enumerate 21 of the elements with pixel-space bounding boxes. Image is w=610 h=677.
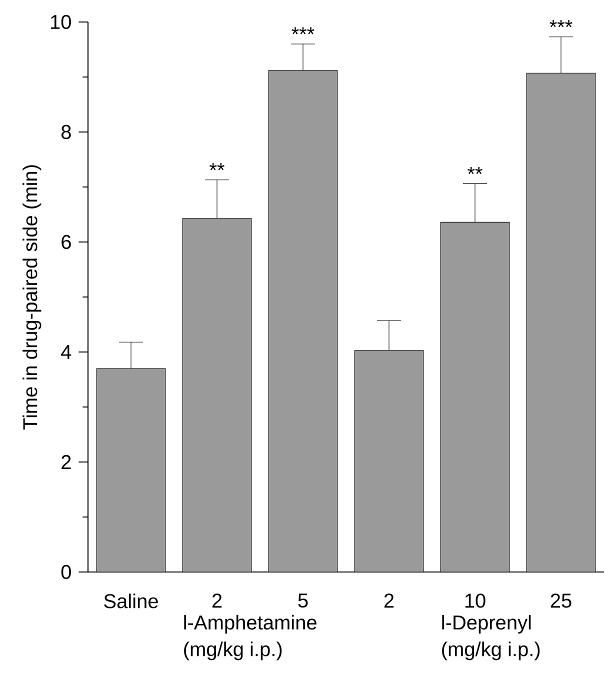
y-tick-label: 2	[62, 455, 71, 469]
data-label: ***	[292, 27, 314, 34]
x-tick-label: 5	[298, 594, 308, 608]
x-tick-label: 2	[212, 594, 222, 608]
x-tick-label: Saline	[104, 594, 158, 608]
data-label: ***	[550, 20, 572, 28]
text: (mg/kg i.p.)	[442, 642, 540, 660]
x-tick-label: 25	[550, 594, 572, 608]
data-label: **	[210, 163, 224, 170]
x-tick-label: 2	[384, 594, 394, 608]
text: l-Deprenyl	[442, 614, 531, 634]
y-tick-label: 4	[61, 345, 72, 359]
data-label: **	[468, 167, 482, 174]
y-tick-label: 10	[51, 14, 71, 30]
x-tick-label: 10	[465, 594, 486, 608]
y-tick-label: 0	[61, 564, 71, 580]
text: (mg/kg i.p.)	[184, 642, 282, 660]
y-tick-label: 6	[62, 234, 71, 250]
y-tick-label: 8	[61, 124, 71, 140]
y-axis-title: Time in drug-paired side (min)	[22, 165, 42, 430]
text: l-Amphetamine	[184, 614, 316, 634]
